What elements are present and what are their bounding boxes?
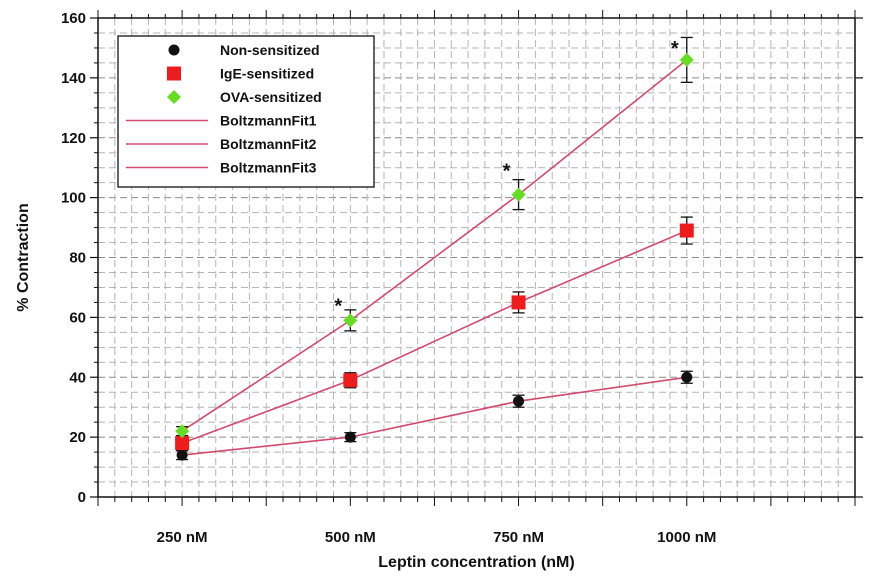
- y-axis-title: % Contraction: [15, 203, 32, 311]
- y-tick-label: 140: [61, 70, 86, 87]
- data-points: [175, 52, 694, 461]
- data-point-diamond: [511, 187, 526, 202]
- y-tick-label: 0: [78, 489, 86, 506]
- y-tick-label: 160: [61, 10, 86, 27]
- legend-label: IgE-sensitized: [220, 66, 314, 82]
- annotations: * * *: [334, 38, 678, 317]
- x-axis-title: Leptin concentration (nM): [378, 554, 574, 571]
- fit-line: [181, 229, 688, 444]
- data-point-square: [343, 373, 358, 388]
- legend-label: Non-sensitized: [220, 42, 320, 58]
- y-tick-label: 80: [69, 250, 86, 267]
- legend-label: BoltzmannFit1: [220, 113, 317, 129]
- y-axis: 0 20 40 60 80 100 120 140 160: [61, 10, 863, 506]
- y-tick-label: 100: [61, 190, 86, 207]
- fit-line: [182, 376, 687, 456]
- data-point-square: [679, 223, 694, 238]
- y-tick-label: 40: [69, 369, 86, 386]
- y-tick-label: 120: [61, 130, 86, 147]
- legend: Non-sensitized IgE-sensitized OVA-sensitiz…: [117, 35, 375, 188]
- legend-label: BoltzmannFit2: [220, 136, 317, 152]
- legend-marker-square: [167, 66, 181, 81]
- y-tick-label: 60: [69, 309, 86, 326]
- data-point-diamond: [175, 424, 190, 439]
- data-point-square: [511, 295, 526, 310]
- data-point-square: [175, 436, 190, 451]
- legend-label: BoltzmannFit3: [220, 160, 317, 176]
- legend-box: [117, 35, 375, 188]
- fit-lines: [181, 59, 688, 456]
- data-point-circle: [681, 371, 693, 383]
- data-point-diamond: [679, 52, 694, 67]
- significance-asterisk: *: [671, 38, 679, 60]
- significance-asterisk: *: [334, 295, 342, 317]
- x-tick-label: 250 nM: [157, 529, 208, 546]
- data-point-diamond: [343, 313, 358, 328]
- data-point-circle: [513, 395, 525, 407]
- data-point-circle: [344, 431, 356, 443]
- x-axis: 250 nM 500 nM 750 nM 1000 nM: [97, 10, 856, 546]
- x-tick-label: 1000 nM: [657, 529, 716, 546]
- significance-asterisk: *: [503, 161, 511, 183]
- x-tick-label: 500 nM: [325, 529, 376, 546]
- data-point-circle: [176, 449, 188, 461]
- legend-marker-circle: [168, 44, 180, 56]
- legend-label: OVA-sensitized: [220, 89, 322, 105]
- legend-marker-diamond: [167, 90, 181, 104]
- x-tick-label: 750 nM: [493, 529, 544, 546]
- y-tick-label: 20: [69, 429, 86, 446]
- fit-line: [181, 59, 688, 432]
